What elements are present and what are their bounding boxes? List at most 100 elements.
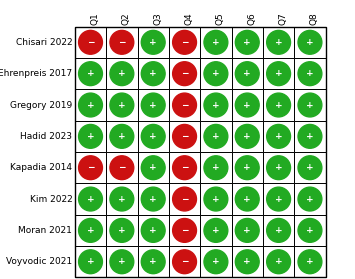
Bar (169, 89, 200, 121)
Text: +: + (244, 257, 251, 266)
Text: +: + (212, 226, 220, 235)
Circle shape (110, 62, 134, 86)
Bar (137, 152, 169, 183)
Text: +: + (118, 194, 126, 204)
Bar (231, 215, 263, 246)
Circle shape (141, 187, 165, 211)
Text: Q7: Q7 (279, 12, 288, 25)
Bar (137, 246, 169, 277)
Circle shape (235, 156, 259, 180)
Circle shape (141, 93, 165, 117)
Bar (169, 58, 200, 89)
Text: +: + (306, 132, 314, 141)
Text: +: + (212, 100, 220, 110)
Circle shape (78, 250, 103, 274)
Bar (294, 246, 326, 277)
Text: −: − (118, 38, 126, 47)
Bar (231, 152, 263, 183)
Text: +: + (149, 132, 157, 141)
Bar (169, 215, 200, 246)
Bar (75, 215, 106, 246)
Text: +: + (149, 257, 157, 266)
Bar (263, 152, 294, 183)
Bar (137, 183, 169, 215)
Bar (106, 183, 137, 215)
Text: −: − (87, 163, 94, 172)
Text: Kim 2022: Kim 2022 (29, 194, 72, 204)
Text: +: + (87, 226, 94, 235)
Text: +: + (149, 163, 157, 172)
Circle shape (141, 124, 165, 148)
Bar (263, 183, 294, 215)
Bar (106, 89, 137, 121)
Bar (169, 152, 200, 183)
Circle shape (78, 30, 103, 54)
Text: +: + (118, 69, 126, 78)
Circle shape (110, 250, 134, 274)
Circle shape (235, 124, 259, 148)
Bar (169, 183, 200, 215)
Text: Gregory 2019: Gregory 2019 (10, 100, 72, 110)
Circle shape (78, 124, 103, 148)
Circle shape (298, 156, 322, 180)
Circle shape (204, 187, 228, 211)
Text: +: + (306, 163, 314, 172)
Text: +: + (275, 257, 283, 266)
Bar (263, 27, 294, 58)
Circle shape (110, 187, 134, 211)
Circle shape (298, 250, 322, 274)
Text: Moran 2021: Moran 2021 (18, 226, 72, 235)
Text: +: + (306, 257, 314, 266)
Circle shape (298, 187, 322, 211)
Circle shape (235, 250, 259, 274)
Text: Ehrenpreis 2017: Ehrenpreis 2017 (0, 69, 72, 78)
Circle shape (298, 62, 322, 86)
Text: +: + (149, 194, 157, 204)
Bar (294, 27, 326, 58)
Bar (231, 121, 263, 152)
Bar (75, 121, 106, 152)
Text: +: + (212, 69, 220, 78)
Bar (200, 246, 231, 277)
Text: −: − (181, 163, 188, 172)
Circle shape (173, 156, 196, 180)
Bar (106, 152, 137, 183)
Circle shape (78, 187, 103, 211)
Circle shape (267, 124, 290, 148)
Bar (106, 215, 137, 246)
Circle shape (173, 250, 196, 274)
Bar (294, 152, 326, 183)
Text: +: + (149, 226, 157, 235)
Bar (200, 121, 231, 152)
Circle shape (110, 124, 134, 148)
Circle shape (110, 30, 134, 54)
Circle shape (141, 156, 165, 180)
Bar (231, 89, 263, 121)
Circle shape (78, 218, 103, 242)
Text: Q1: Q1 (91, 12, 99, 25)
Text: +: + (149, 69, 157, 78)
Text: +: + (87, 194, 94, 204)
Circle shape (173, 218, 196, 242)
Text: +: + (118, 132, 126, 141)
Circle shape (173, 62, 196, 86)
Circle shape (141, 62, 165, 86)
Bar (106, 27, 137, 58)
Bar (294, 215, 326, 246)
Bar (75, 152, 106, 183)
Text: Q3: Q3 (153, 12, 162, 25)
Circle shape (173, 93, 196, 117)
Text: +: + (244, 132, 251, 141)
Circle shape (141, 218, 165, 242)
Bar (106, 246, 137, 277)
Bar (75, 58, 106, 89)
Text: +: + (275, 132, 283, 141)
Text: +: + (306, 194, 314, 204)
Text: +: + (306, 226, 314, 235)
Bar (75, 246, 106, 277)
Circle shape (267, 187, 290, 211)
Circle shape (141, 250, 165, 274)
Bar (200, 215, 231, 246)
Circle shape (235, 218, 259, 242)
Text: +: + (212, 194, 220, 204)
